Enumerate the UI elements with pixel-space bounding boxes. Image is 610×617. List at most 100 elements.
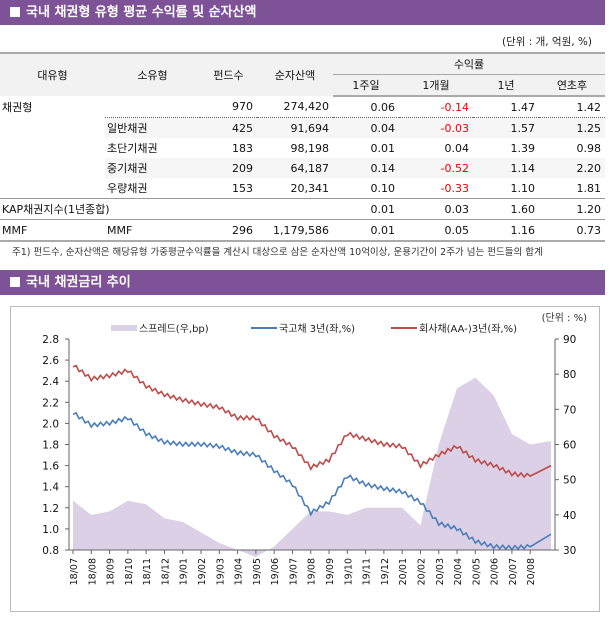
x-tick-label: 18/12 [160,558,171,585]
cell-y1: 1.57 [473,117,539,138]
right-tick-label: 30 [563,545,576,557]
cell-major: MMF [0,219,105,242]
table-row: 초단기채권 183 98,198 0.01 0.04 1.39 0.98 [0,138,605,158]
rate-chart: (단위 : %) 스프레드(우,bp) 국고채 3년(좌,%) 회사채(AA-)3년(… [10,306,600,612]
x-tick-label: 19/01 [179,558,190,585]
left-tick-label: 2.8 [42,334,59,346]
cell-m1: 0.05 [398,219,474,242]
right-tick-label: 40 [563,510,576,522]
cell-minor [105,96,200,118]
cell-ytd: 2.20 [539,158,605,178]
cell-minor: 일반채권 [105,117,200,138]
legend-swatch-spread [111,325,137,331]
cell-funds: 209 [200,158,257,178]
col-1w: 1주일 [333,74,399,97]
right-tick-label: 50 [563,475,576,487]
left-tick-label: 1.2 [42,503,59,515]
left-tick-label: 0.8 [42,545,59,557]
cell-nav: 91,694 [257,117,333,138]
x-tick-label: 19/02 [197,558,208,585]
x-tick-label: 19/03 [215,558,226,585]
section-title-rates: 국내 채권금리 추이 [0,270,605,295]
x-tick-label: 20/05 [471,558,482,585]
cell-y1: 1.39 [510,141,536,155]
left-tick-label: 2.2 [42,397,59,409]
cell-y1: 1.16 [473,219,539,242]
cell-nav [257,198,333,220]
col-funds: 펀드수 [200,52,257,96]
x-tick-label: 20/01 [398,558,409,585]
x-tick-label: 20/03 [435,558,446,585]
cell-m1: -0.14 [440,100,470,114]
cell-w1: 0.14 [333,158,399,178]
x-tick-label: 19/09 [325,558,336,585]
cell-major [0,158,105,178]
square-bullet-icon [10,7,20,17]
cell-w1: 0.01 [370,141,395,155]
cell-major: KAP채권지수(1년종합) [0,198,200,220]
cell-nav: 274,420 [283,100,330,113]
cell-nav: 1,179,586 [257,219,333,242]
cell-funds [200,198,257,220]
col-nav: 순자산액 [257,52,333,96]
x-tick-label: 19/11 [362,558,373,585]
cell-w1: 0.10 [370,181,395,195]
cell-funds: 183 [232,141,253,155]
cell-ytd: 0.73 [539,219,605,242]
cell-nav: 98,198 [290,141,330,155]
section-title-text: 국내 채권형 유형 평균 수익률 및 순자산액 [26,5,257,20]
x-tick-label: 18/07 [69,558,80,585]
footnote: 주1) 펀드수, 순자산액은 해당유형 가중평균수익률을 계산시 대상으로 삼은… [12,247,543,258]
table-row: KAP채권지수(1년종합) 0.01 0.03 1.60 1.20 [0,198,605,220]
x-tick-label: 20/08 [526,558,537,585]
x-tick-label: 19/04 [234,558,245,585]
table-row: 중기채권 209 64,187 0.14 -0.52 1.14 2.20 [0,158,605,178]
left-tick-label: 2.6 [42,355,59,367]
section-title-text: 국내 채권금리 추이 [26,275,131,290]
legend-label: 회사채(AA-)3년(좌,%) [419,323,517,335]
x-tick-label: 19/06 [270,558,281,585]
series-line-2 [72,364,552,479]
col-1y: 1년 [473,74,539,97]
cell-major [0,118,105,139]
cell-nav: 20,341 [290,181,330,195]
cell-minor: 초단기채권 [107,142,158,155]
cell-minor: MMF [105,219,200,242]
col-major: 대유형 [0,52,105,96]
x-tick-label: 18/09 [106,558,117,585]
chart-unit: (단위 : %) [542,311,588,324]
left-tick-label: 1.4 [42,482,59,494]
cell-m1: 0.03 [398,198,474,220]
cell-m1: -0.52 [398,158,474,178]
cell-minor: 우량채권 [107,182,148,195]
col-return: 수익률 [333,52,605,75]
cell-funds: 425 [200,117,257,138]
section-title-returns: 국내 채권형 유형 평균 수익률 및 순자산액 [0,0,605,25]
x-tick-label: 18/08 [87,558,98,585]
cell-m1: -0.33 [440,181,470,195]
cell-ytd: 1.81 [576,181,602,195]
left-tick-label: 1.8 [42,440,59,452]
spread-area [73,377,551,558]
right-tick-label: 90 [563,334,576,346]
x-tick-label: 20/02 [416,558,427,585]
x-tick-label: 19/05 [252,558,263,585]
cell-y1: 1.60 [473,198,539,220]
series-line-1 [72,411,552,551]
col-ytd: 연초후 [539,74,605,97]
cell-ytd: 1.20 [539,198,605,220]
x-tick-label: 19/07 [288,558,299,585]
cell-y1: 1.10 [510,181,536,195]
table-row: 일반채권 425 91,694 0.04 -0.03 1.57 1.25 [0,117,605,139]
x-tick-label: 20/06 [490,558,501,585]
right-tick-label: 60 [563,440,576,452]
right-tick-label: 80 [563,369,576,381]
x-tick-label: 20/07 [508,558,519,585]
cell-major: 채권형 [2,100,33,114]
x-tick-label: 19/08 [307,558,318,585]
cell-y1: 1.14 [473,158,539,178]
cell-w1: 0.01 [333,198,399,220]
cell-minor: 중기채권 [105,158,200,178]
cell-w1: 0.01 [333,219,399,242]
x-tick-label: 18/11 [142,558,153,585]
